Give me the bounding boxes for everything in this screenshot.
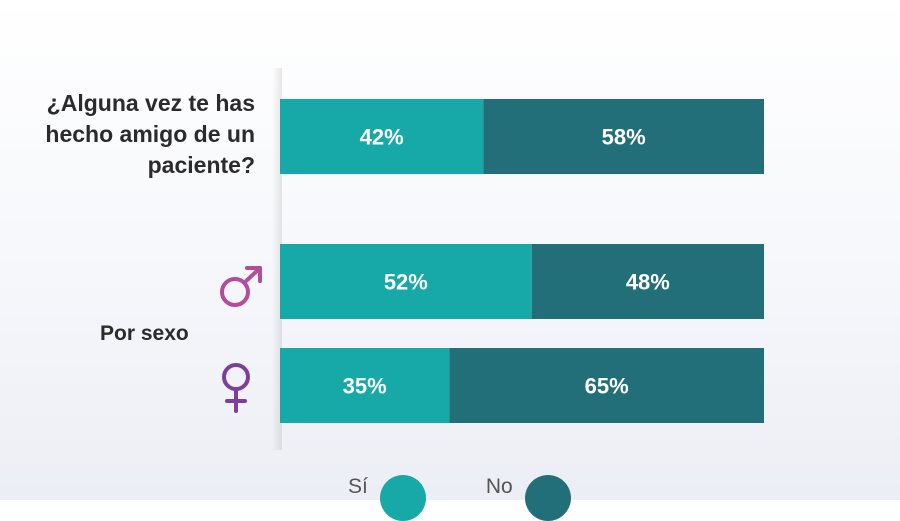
legend-swatch-si: [379, 475, 426, 521]
female-icon: [222, 363, 250, 413]
bar-hombres-no: [531, 244, 764, 319]
bar-label-mujeres-si: 35%: [343, 374, 387, 399]
group-label-por-sexo: Por sexo: [100, 322, 189, 345]
bar-label-mujeres-no: 65%: [585, 374, 629, 399]
legend-item-si: Sí: [348, 453, 426, 521]
bar-label-hombres-no: 48%: [626, 270, 670, 295]
question-label: ¿Alguna vez te has hecho amigo de un pac…: [45, 90, 255, 178]
legend-item-no: No: [486, 453, 571, 521]
bar-pregunta-no: [483, 99, 764, 174]
legend: Sí No: [348, 472, 631, 521]
legend-label-si: Sí: [348, 475, 368, 498]
male-icon: [220, 266, 262, 307]
bar-label-pregunta-si: 42%: [360, 125, 404, 150]
bar-pregunta-si: [280, 99, 484, 174]
stacked-bar-chart: 42% 58% 52% 48% 35% 65%: [280, 99, 764, 423]
divider-shadow: [272, 68, 282, 450]
legend-swatch-no: [524, 475, 571, 521]
legend-label-no: No: [485, 475, 513, 498]
bar-label-pregunta-no: 58%: [602, 125, 646, 150]
bar-mujeres-si: [280, 348, 450, 423]
bar-mujeres-no: [449, 348, 764, 423]
bar-hombres-si: [280, 244, 532, 319]
bar-label-hombres-si: 52%: [384, 270, 428, 295]
